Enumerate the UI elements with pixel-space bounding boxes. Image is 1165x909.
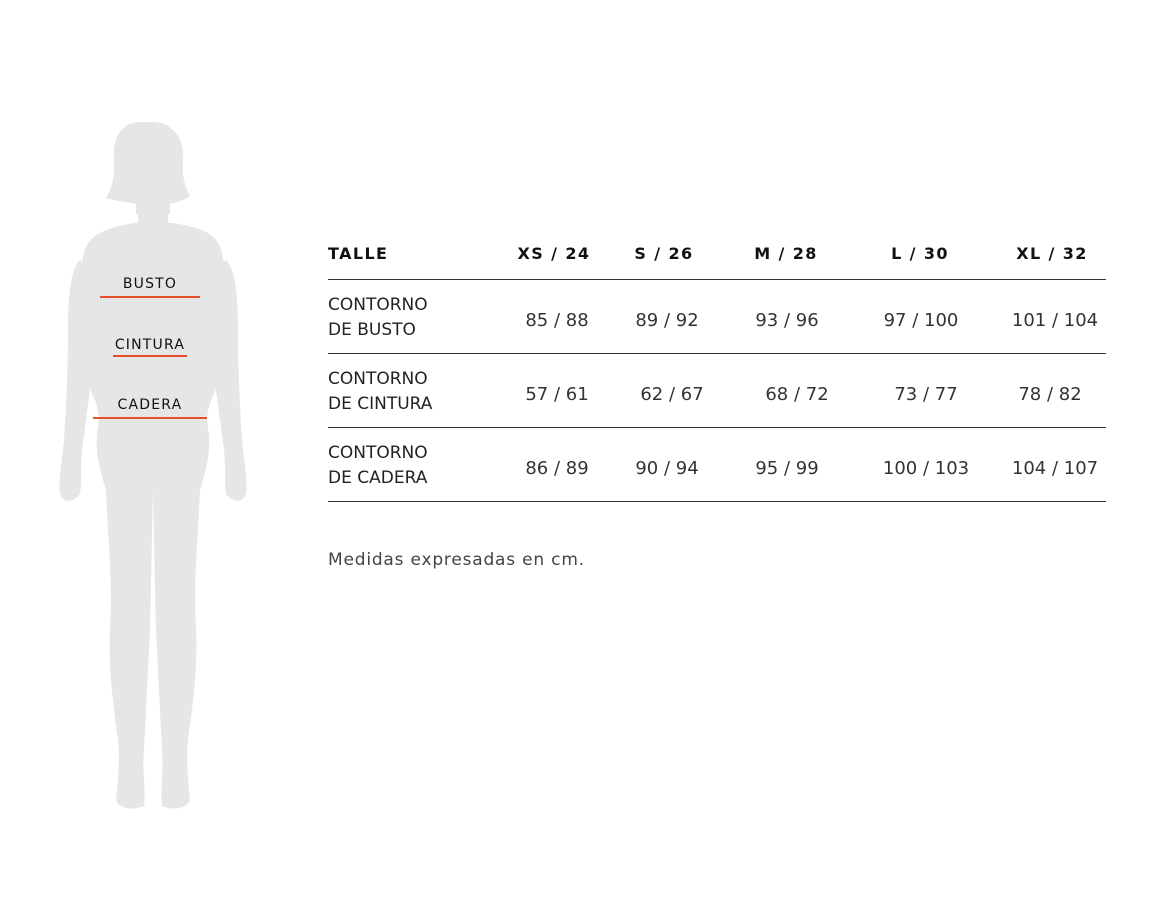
header-l: L / 30	[891, 244, 949, 263]
header-xl: XL / 32	[1016, 244, 1088, 263]
table-cell: 57 / 61	[525, 384, 589, 405]
table-header-row: TALLE XS / 24 S / 26 M / 28 L / 30 XL / …	[328, 232, 1106, 280]
waist-measure-line	[113, 355, 187, 357]
table-cell: 101 / 104	[1011, 310, 1099, 331]
header-m: M / 28	[754, 244, 818, 263]
row-label-line2: DE BUSTO	[328, 320, 416, 340]
size-table: TALLE XS / 24 S / 26 M / 28 L / 30 XL / …	[328, 232, 1106, 502]
row-label-line2: DE CINTURA	[328, 394, 433, 414]
table-row-bust: CONTORNO DE BUSTO 85 / 88 89 / 92 93 / 9…	[328, 280, 1106, 354]
table-cell: 86 / 89	[525, 458, 589, 479]
table-cell: 68 / 72	[765, 384, 829, 405]
table-cell: 100 / 103	[882, 458, 970, 479]
header-s: S / 26	[634, 244, 694, 263]
bust-measure-line	[100, 296, 200, 298]
header-xs: XS / 24	[517, 244, 591, 263]
table-cell: 104 / 107	[1011, 458, 1099, 479]
table-row-waist: CONTORNO DE CINTURA 57 / 61 62 / 67 68 /…	[328, 354, 1106, 428]
table-cell: 78 / 82	[1018, 384, 1082, 405]
hip-measure-line	[93, 417, 207, 419]
hip-label: CADERA	[117, 397, 183, 413]
row-label-waist: CONTORNO DE CINTURA	[328, 367, 432, 417]
row-label-line2: DE CADERA	[328, 468, 428, 488]
row-label-hip: CONTORNO DE CADERA	[328, 441, 428, 491]
row-label-line1: CONTORNO	[328, 443, 428, 463]
units-note: Medidas expresadas en cm.	[328, 550, 585, 570]
table-cell: 95 / 99	[755, 458, 819, 479]
table-cell: 89 / 92	[635, 310, 699, 331]
bust-label: BUSTO	[122, 276, 178, 292]
table-row-hip: CONTORNO DE CADERA 86 / 89 90 / 94 95 / …	[328, 428, 1106, 502]
table-cell: 97 / 100	[883, 310, 959, 331]
table-cell: 85 / 88	[525, 310, 589, 331]
female-silhouette-icon	[59, 122, 247, 809]
table-cell: 62 / 67	[640, 384, 704, 405]
row-label-line1: CONTORNO	[328, 369, 428, 389]
row-label-bust: CONTORNO DE BUSTO	[328, 293, 428, 343]
table-cell: 93 / 96	[755, 310, 819, 331]
body-figure: BUSTO CINTURA CADERA	[40, 110, 270, 830]
table-cell: 90 / 94	[635, 458, 699, 479]
row-label-line1: CONTORNO	[328, 295, 428, 315]
waist-label: CINTURA	[114, 337, 186, 353]
header-size: TALLE	[328, 244, 389, 263]
table-cell: 73 / 77	[894, 384, 958, 405]
